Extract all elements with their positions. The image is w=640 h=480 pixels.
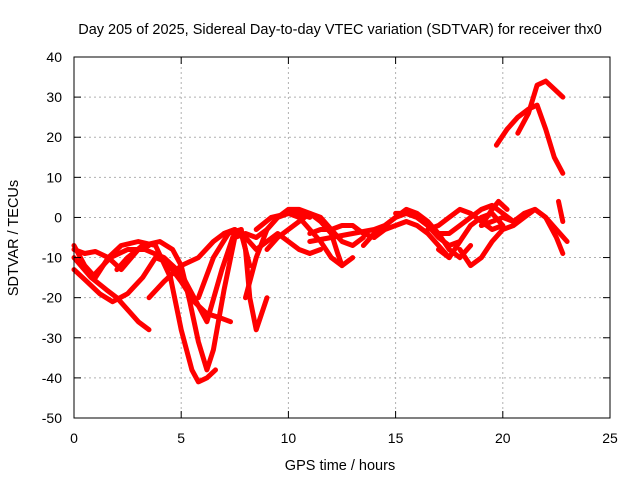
series-line-track-6 — [92, 227, 244, 325]
x-tick-label: 0 — [70, 430, 78, 446]
series-line-track-4 — [71, 239, 218, 385]
series-line-track-17 — [371, 219, 452, 261]
series-line-track-9 — [243, 210, 313, 301]
y-tick-labels: -50 -40 -30 -20 -10 0 10 20 30 40 — [42, 49, 62, 426]
chart-title: Day 205 of 2025, Sidereal Day-to-day VTE… — [78, 22, 602, 38]
x-tick-label: 5 — [177, 430, 185, 446]
x-tick-label: 10 — [281, 430, 297, 446]
series-line-track-22 — [478, 206, 566, 256]
series-line-track-10 — [253, 206, 345, 269]
series-line-track-23 — [478, 198, 510, 228]
x-tick-label: 20 — [495, 430, 511, 446]
series-line-track-5 — [114, 231, 259, 373]
x-tick-labels: 0 5 10 15 20 25 — [70, 430, 618, 446]
y-axis-label: SDTVAR / TECUs — [6, 180, 22, 296]
x-axis-label: GPS time / hours — [285, 458, 395, 474]
y-tick-label: 20 — [46, 129, 62, 145]
series-line-track-13 — [221, 227, 324, 256]
series-line-track-8 — [195, 227, 270, 333]
y-tick-label: -30 — [42, 330, 62, 346]
axis-ticks — [73, 56, 611, 419]
x-tick-label: 25 — [602, 430, 618, 446]
x-tick-label: 15 — [388, 430, 404, 446]
y-tick-label: -50 — [42, 410, 62, 426]
series-line-track-3 — [71, 255, 233, 325]
y-tick-label: 0 — [54, 209, 62, 225]
y-tick-label: -10 — [42, 250, 62, 266]
y-tick-label: 30 — [46, 89, 62, 105]
series-line-track-26 — [556, 198, 566, 224]
plot-frame — [73, 56, 611, 419]
y-tick-label: -40 — [42, 370, 62, 386]
series-line-track-19 — [425, 206, 506, 232]
series-line-track-12 — [253, 210, 356, 269]
y-tick-label: 10 — [46, 169, 62, 185]
y-tick-label: -20 — [42, 290, 62, 306]
series-line-track-25 — [515, 78, 566, 136]
series-line-track-11 — [264, 210, 366, 252]
series-group — [71, 78, 570, 385]
y-tick-label: 40 — [46, 49, 62, 65]
